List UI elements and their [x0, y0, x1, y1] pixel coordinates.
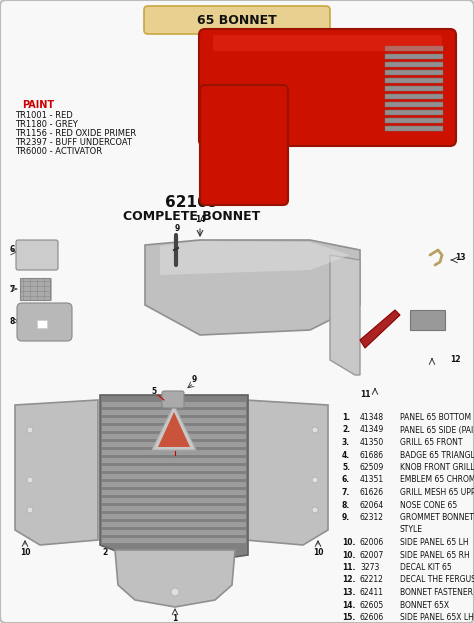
Text: 62312: 62312: [360, 513, 384, 522]
Bar: [385, 86, 443, 91]
Text: TR2397 - BUFF UNDERCOAT: TR2397 - BUFF UNDERCOAT: [15, 138, 132, 147]
Polygon shape: [102, 482, 246, 487]
Text: BADGE 65 TRIANGLE CHROME: BADGE 65 TRIANGLE CHROME: [400, 450, 474, 460]
FancyBboxPatch shape: [199, 29, 456, 146]
Text: 14.: 14.: [342, 601, 356, 609]
Text: PANEL 65 SIDE (PAIR): PANEL 65 SIDE (PAIR): [400, 426, 474, 434]
Text: BONNET 65X: BONNET 65X: [400, 601, 449, 609]
Polygon shape: [102, 418, 246, 423]
Text: 11: 11: [360, 390, 370, 399]
Text: TR1180 - GREY: TR1180 - GREY: [15, 120, 78, 129]
Text: 2: 2: [102, 548, 108, 557]
Text: 41350: 41350: [360, 438, 384, 447]
Text: DECAL KIT 65: DECAL KIT 65: [400, 563, 452, 572]
Polygon shape: [158, 412, 190, 447]
Text: SIDE PANEL 65X LH: SIDE PANEL 65X LH: [400, 613, 474, 622]
Text: TR6000 - ACTIVATOR: TR6000 - ACTIVATOR: [15, 147, 102, 156]
Text: 62605: 62605: [360, 601, 384, 609]
Bar: [385, 46, 443, 51]
Bar: [385, 110, 443, 115]
Text: 10.: 10.: [342, 551, 356, 559]
Polygon shape: [330, 255, 360, 375]
Text: 62509: 62509: [360, 463, 384, 472]
Text: 62169: 62169: [165, 195, 219, 210]
Polygon shape: [102, 434, 246, 439]
Bar: [385, 102, 443, 107]
Text: 1.: 1.: [342, 413, 350, 422]
Bar: [385, 70, 443, 75]
Polygon shape: [360, 310, 400, 348]
Text: 1: 1: [173, 614, 178, 623]
Text: 62064: 62064: [360, 500, 384, 510]
FancyBboxPatch shape: [162, 391, 184, 408]
Bar: [385, 78, 443, 83]
Bar: [385, 54, 443, 59]
Text: 13: 13: [455, 254, 465, 262]
Text: 14: 14: [195, 215, 205, 224]
Text: 61626: 61626: [360, 488, 384, 497]
Text: PANEL 65 BOTTOM: PANEL 65 BOTTOM: [400, 413, 471, 422]
Text: 41349: 41349: [360, 426, 384, 434]
Text: 4.: 4.: [342, 450, 350, 460]
Text: NOSE CONE 65: NOSE CONE 65: [400, 500, 457, 510]
Text: GROMMET BONNET MASSEY FERGUSON OLD: GROMMET BONNET MASSEY FERGUSON OLD: [400, 513, 474, 522]
Text: 62411: 62411: [360, 588, 384, 597]
Polygon shape: [15, 400, 98, 545]
Circle shape: [27, 477, 33, 483]
FancyBboxPatch shape: [16, 240, 58, 270]
FancyBboxPatch shape: [213, 35, 442, 51]
Circle shape: [312, 507, 318, 513]
Circle shape: [27, 507, 33, 513]
Text: 5.: 5.: [342, 463, 350, 472]
Text: 10: 10: [313, 548, 323, 557]
Polygon shape: [102, 506, 246, 511]
Text: 6: 6: [10, 245, 15, 255]
Polygon shape: [102, 458, 246, 463]
Text: 9.: 9.: [342, 513, 350, 522]
Text: EMBLEM 65 CHROME BREATHER FRAME: EMBLEM 65 CHROME BREATHER FRAME: [400, 475, 474, 485]
Text: SIDE PANEL 65 RH: SIDE PANEL 65 RH: [400, 551, 470, 559]
Text: 2.: 2.: [342, 426, 350, 434]
Text: COMPLETE BONNET: COMPLETE BONNET: [123, 210, 261, 223]
Text: 62212: 62212: [360, 576, 384, 584]
Bar: [410, 310, 445, 330]
Polygon shape: [102, 450, 246, 455]
Text: GRILL 65 FRONT: GRILL 65 FRONT: [400, 438, 463, 447]
Polygon shape: [102, 426, 246, 431]
Polygon shape: [160, 241, 350, 275]
Text: 62007: 62007: [360, 551, 384, 559]
Text: GRILL MESH 65 UPPER: GRILL MESH 65 UPPER: [400, 488, 474, 497]
Text: BONNET FASTENER 65: BONNET FASTENER 65: [400, 588, 474, 597]
Text: 41348: 41348: [360, 413, 384, 422]
Text: 7.: 7.: [342, 488, 350, 497]
Polygon shape: [102, 442, 246, 447]
Text: 11.: 11.: [342, 563, 356, 572]
Bar: [385, 94, 443, 99]
Polygon shape: [102, 538, 246, 543]
Polygon shape: [102, 474, 246, 479]
Text: 13.: 13.: [342, 588, 356, 597]
Text: 62006: 62006: [360, 538, 384, 547]
Text: 12.: 12.: [342, 576, 356, 584]
Polygon shape: [145, 240, 360, 335]
Polygon shape: [102, 530, 246, 535]
Text: SIDE PANEL 65 LH: SIDE PANEL 65 LH: [400, 538, 469, 547]
Bar: [37, 320, 47, 328]
Polygon shape: [115, 550, 235, 607]
Circle shape: [312, 427, 318, 433]
Text: 8.: 8.: [342, 500, 350, 510]
Text: 65 BONNET: 65 BONNET: [197, 14, 277, 27]
Text: 41351: 41351: [360, 475, 384, 485]
Text: 10.: 10.: [342, 538, 356, 547]
Text: 10: 10: [20, 548, 30, 557]
Text: 61686: 61686: [360, 450, 384, 460]
Text: KNOB FRONT GRILL 65 CHROME: KNOB FRONT GRILL 65 CHROME: [400, 463, 474, 472]
Text: TR1001 - RED: TR1001 - RED: [15, 111, 73, 120]
Polygon shape: [102, 498, 246, 503]
Polygon shape: [245, 400, 328, 545]
Polygon shape: [102, 490, 246, 495]
Text: 15.: 15.: [342, 613, 355, 622]
Text: 8: 8: [9, 316, 15, 325]
Text: 15: 15: [319, 300, 330, 310]
